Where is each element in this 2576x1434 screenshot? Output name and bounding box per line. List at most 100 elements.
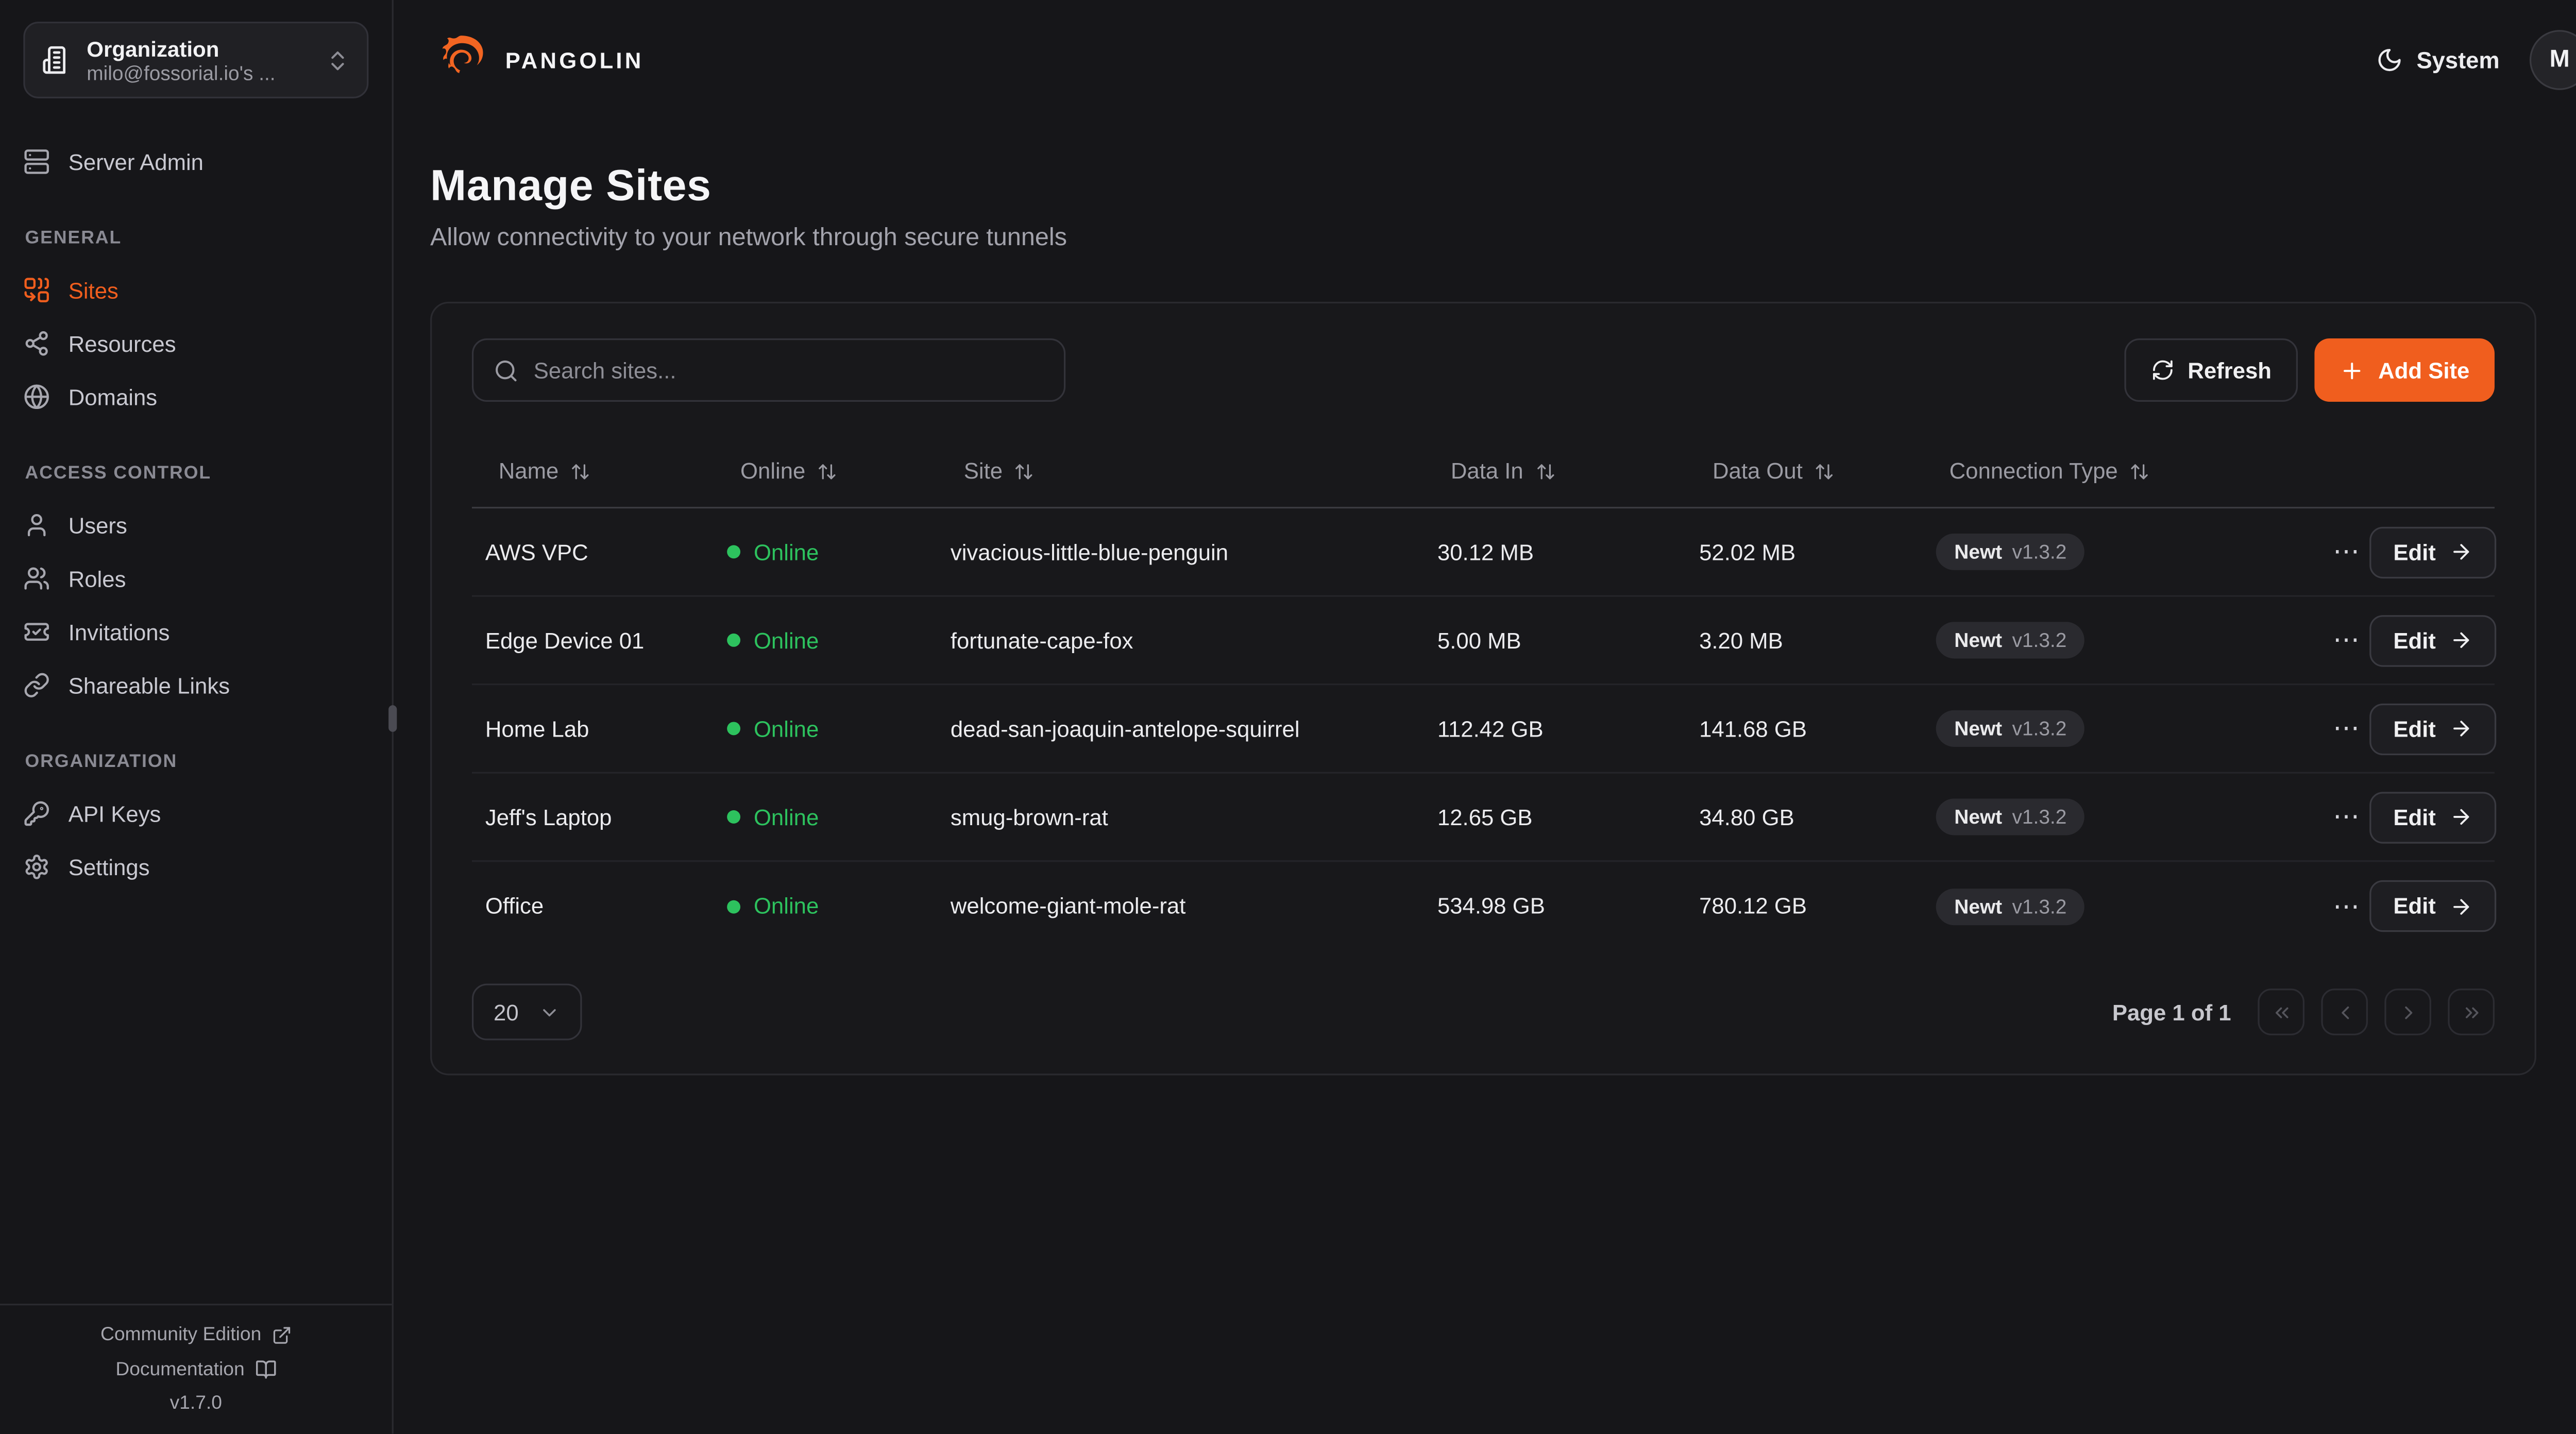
table-body: AWS VPC Online vivacious-little-blue-pen… [471, 508, 2497, 950]
next-page-button[interactable] [2384, 988, 2431, 1035]
column-header-online[interactable]: Online [714, 458, 937, 484]
row-menu-button[interactable]: ⋯ [2323, 883, 2370, 930]
edit-button[interactable]: Edit [2369, 614, 2497, 667]
row-menu-button[interactable]: ⋯ [2323, 617, 2370, 664]
cell-site: welcome-giant-mole-rat [950, 893, 1186, 919]
edit-button-label: Edit [2393, 716, 2436, 741]
connection-type-badge: Newt v1.3.2 [1936, 533, 2085, 570]
sidebar-item-label: Settings [68, 854, 150, 880]
share-icon [23, 330, 50, 357]
chevrons-right-icon [2461, 1001, 2482, 1023]
column-header-data-out[interactable]: Data Out [1686, 458, 1923, 484]
cell-connection-type: Newt v1.3.2 [1923, 710, 2323, 747]
sidebar-item-settings[interactable]: Settings [23, 840, 368, 894]
refresh-icon [2151, 358, 2174, 382]
sidebar-item-label: Shareable Links [68, 672, 230, 698]
cell-data-in: 5.00 MB [1437, 627, 1521, 653]
column-header-connection-type[interactable]: Connection Type [1923, 458, 2323, 484]
badge-type: Newt [1954, 540, 2003, 564]
sidebar-footer: Community Edition Documentation v1.7.0 [0, 1304, 392, 1433]
sidebar-item-label: Server Admin [68, 149, 204, 175]
sidebar-item-users[interactable]: Users [23, 499, 368, 552]
cell-online: Online [714, 716, 937, 741]
avatar[interactable]: M [2529, 30, 2576, 90]
row-menu-button[interactable]: ⋯ [2323, 528, 2370, 575]
cell-site: smug-brown-rat [950, 804, 1108, 830]
column-label: Data In [1450, 458, 1523, 484]
connection-type-badge: Newt v1.3.2 [1936, 622, 2085, 659]
cell-data-out: 780.12 GB [1699, 893, 1807, 919]
column-header-name[interactable]: Name [472, 458, 714, 484]
column-label: Connection Type [1949, 458, 2118, 484]
refresh-button-label: Refresh [2188, 357, 2272, 383]
connection-type-badge: Newt v1.3.2 [1936, 710, 2085, 747]
edit-button-label: Edit [2393, 893, 2436, 919]
chevron-left-icon [2334, 1001, 2355, 1023]
cell-connection-type: Newt v1.3.2 [1923, 887, 2323, 925]
sidebar-item-invitations[interactable]: Invitations [23, 605, 368, 659]
sidebar: Organization milo@fossorial.io's ... Ser… [0, 0, 397, 1434]
key-icon [23, 800, 50, 827]
badge-type: Newt [1954, 716, 2003, 741]
sidebar-nav: GENERAL Sites Resources Domains ACCESS CONTR… [23, 189, 368, 894]
sidebar-item-sites[interactable]: Sites [23, 263, 368, 317]
edit-button[interactable]: Edit [2369, 880, 2497, 932]
sidebar-item-roles[interactable]: Roles [23, 552, 368, 605]
status-label: Online [753, 539, 819, 565]
documentation-link[interactable]: Documentation [115, 1359, 276, 1380]
search-box [471, 338, 1066, 402]
page-size-select[interactable]: 20 [471, 983, 582, 1040]
theme-toggle[interactable]: System [2377, 46, 2500, 74]
sidebar-item-api-keys[interactable]: API Keys [23, 787, 368, 841]
row-menu-button[interactable]: ⋯ [2323, 794, 2370, 841]
sidebar-item-label: Invitations [68, 619, 170, 644]
column-label: Data Out [1712, 458, 1803, 484]
sites-table: Name Online Site Data In Data Out Connection … [471, 435, 2497, 950]
edit-button[interactable]: Edit [2369, 703, 2497, 755]
book-open-icon [255, 1359, 276, 1380]
badge-version: v1.3.2 [2012, 716, 2067, 741]
first-page-button[interactable] [2258, 988, 2304, 1035]
column-header-data-in[interactable]: Data In [1424, 458, 1686, 484]
documentation-label: Documentation [115, 1359, 245, 1380]
globe-icon [23, 383, 50, 410]
online-dot-icon [727, 722, 741, 736]
table-row: Office Online welcome-giant-mole-rat 534… [472, 862, 2497, 950]
table-row: Jeff's Laptop Online smug-brown-rat 12.6… [471, 774, 2497, 862]
cell-name: Office [485, 893, 544, 919]
sidebar-item-server-admin[interactable]: Server Admin [23, 135, 368, 189]
edit-button[interactable]: Edit [2369, 526, 2497, 578]
refresh-button[interactable]: Refresh [2124, 338, 2298, 402]
column-header-site[interactable]: Site [937, 458, 1424, 484]
search-input[interactable] [533, 357, 1044, 383]
badge-version: v1.3.2 [2012, 805, 2067, 829]
user-icon [23, 512, 50, 539]
gear-icon [23, 853, 50, 880]
topbar: PANGOLIN System M [430, 0, 2576, 120]
sidebar-resize-handle[interactable] [388, 705, 397, 732]
community-edition-link[interactable]: Community Edition [100, 1325, 292, 1345]
row-menu-button[interactable]: ⋯ [2323, 705, 2370, 752]
theme-toggle-label: System [2416, 46, 2500, 74]
cell-site: dead-san-joaquin-antelope-squirrel [950, 716, 1300, 741]
sidebar-item-domains[interactable]: Domains [23, 370, 368, 424]
cell-connection-type: Newt v1.3.2 [1923, 798, 2323, 835]
org-switcher[interactable]: Organization milo@fossorial.io's ... [23, 22, 369, 98]
badge-version: v1.3.2 [2012, 894, 2067, 918]
ticket-icon [23, 619, 50, 645]
status-label: Online [753, 893, 819, 919]
pangolin-logo-icon [430, 30, 490, 90]
app-version: v1.7.0 [170, 1393, 222, 1414]
sidebar-section-label: GENERAL [25, 228, 122, 249]
sidebar-item-label: Users [68, 513, 127, 538]
sidebar-item-resources[interactable]: Resources [23, 317, 368, 370]
sidebar-item-shareable-links[interactable]: Shareable Links [23, 658, 368, 712]
previous-page-button[interactable] [2321, 988, 2368, 1035]
cell-data-out: 34.80 GB [1699, 804, 1794, 830]
last-page-button[interactable] [2448, 988, 2495, 1035]
edit-button[interactable]: Edit [2369, 791, 2497, 843]
add-site-button[interactable]: Add Site [2315, 338, 2495, 402]
edit-button-label: Edit [2393, 539, 2436, 565]
org-switcher-value: milo@fossorial.io's ... [87, 61, 276, 84]
online-dot-icon [727, 633, 741, 647]
